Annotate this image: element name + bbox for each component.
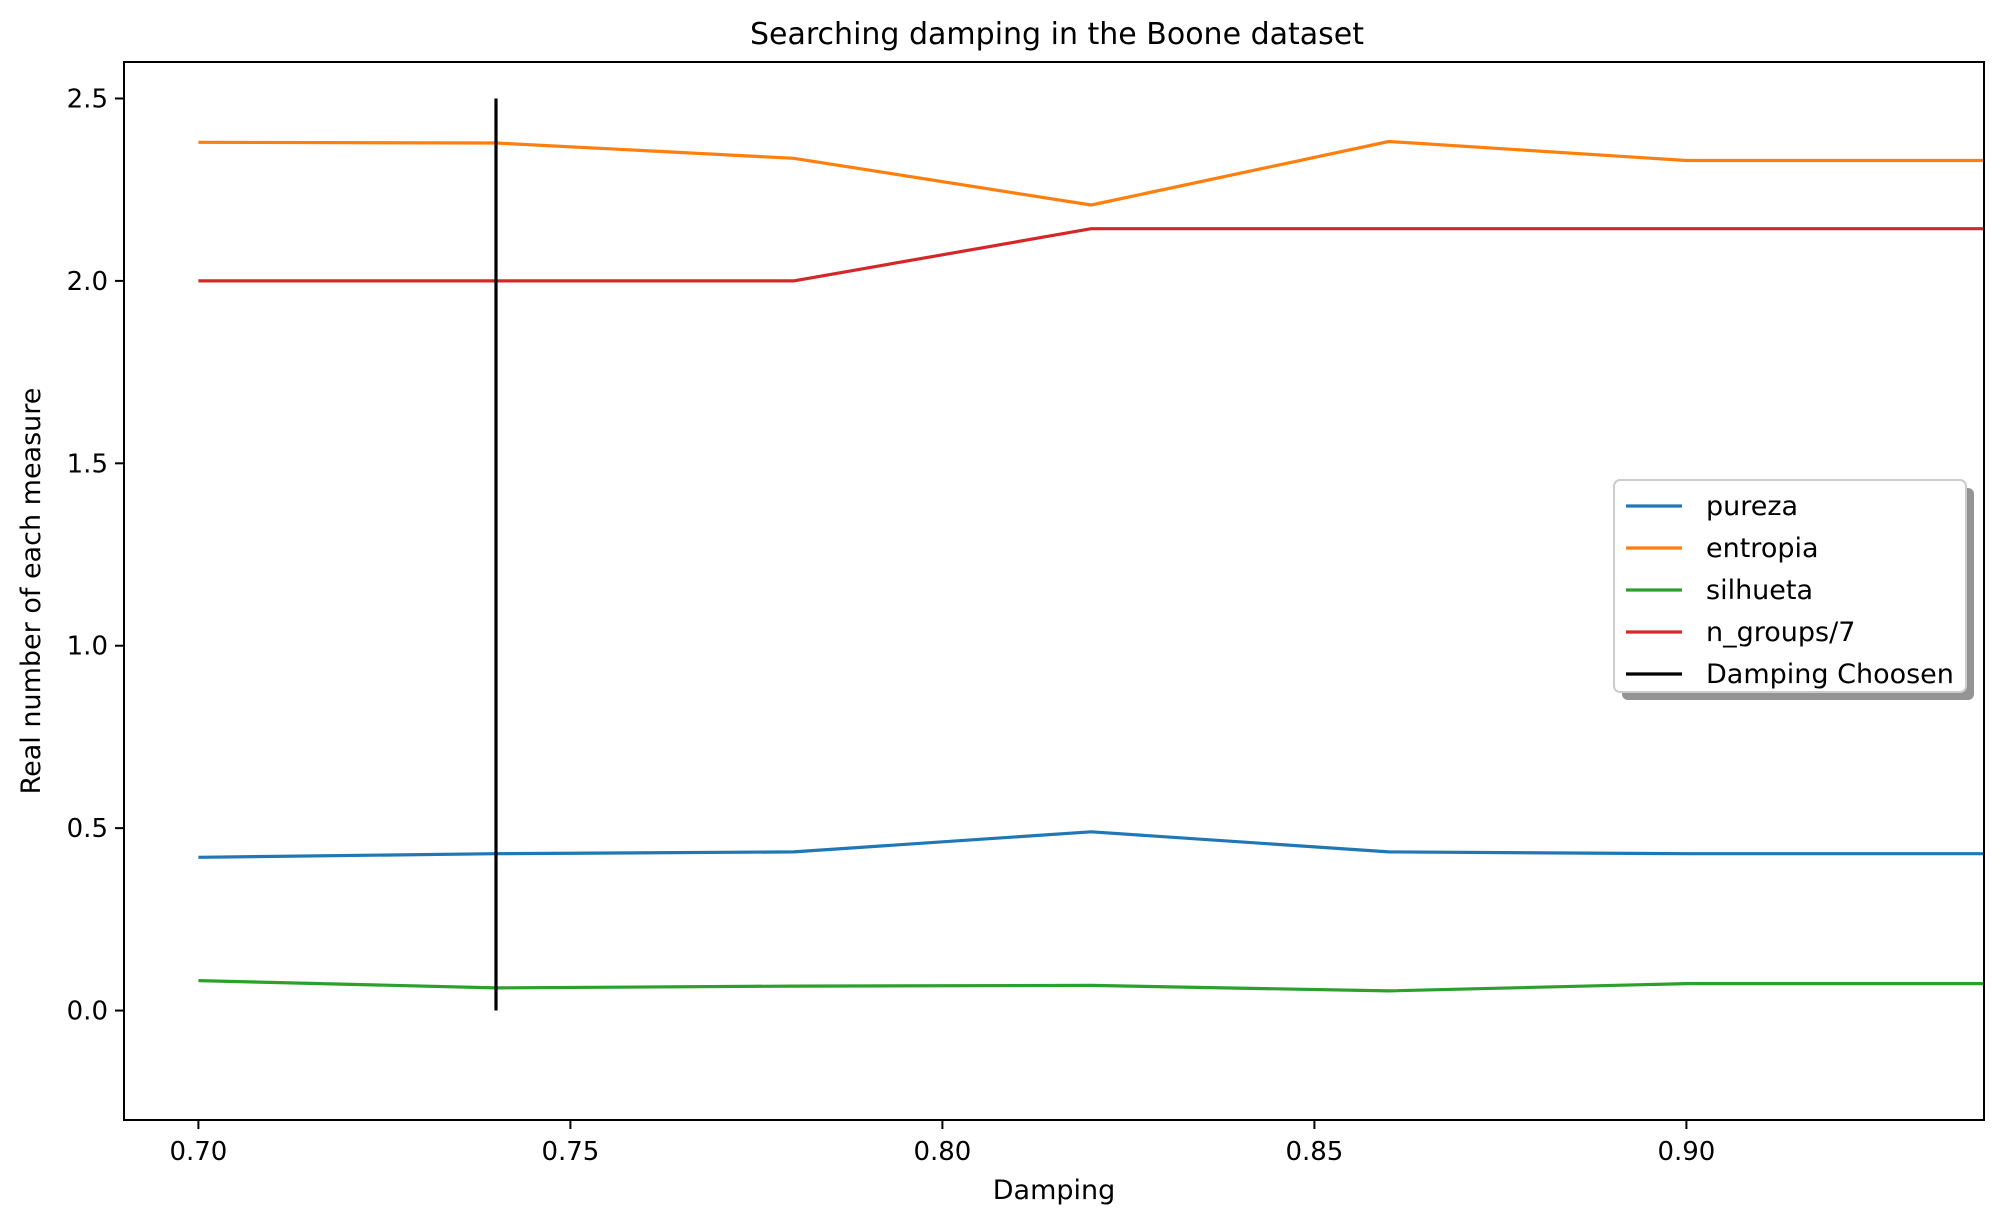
legend-label: pureza <box>1706 491 1798 522</box>
y-tick-label: 1.0 <box>67 632 108 662</box>
legend-label: entropia <box>1706 533 1819 564</box>
x-tick-label: 0.85 <box>1285 1137 1343 1167</box>
series-layer <box>198 98 1984 1011</box>
legend-box <box>1613 479 1967 693</box>
legend-label: silhueta <box>1706 575 1813 606</box>
legend: pureza entropia silhueta n_groups/7 Damping … <box>1613 479 1974 700</box>
chart-title: Searching damping in the Boone dataset <box>750 17 1364 52</box>
y-tick-label: 0.0 <box>67 997 108 1027</box>
legend-label: n_groups/7 <box>1706 617 1855 648</box>
y-axis-label: Real number of each measure <box>16 388 47 795</box>
x-tick-label: 0.70 <box>169 1137 227 1167</box>
x-tick-label: 0.75 <box>541 1137 599 1167</box>
legend-label: Damping Choosen <box>1706 659 1954 690</box>
y-axis: 0.0 0.5 1.0 1.5 2.0 2.5 <box>67 84 124 1027</box>
x-tick-label: 0.80 <box>913 1137 971 1167</box>
x-axis: 0.70 0.75 0.80 0.85 0.90 <box>169 1120 1715 1167</box>
x-tick-label: 0.90 <box>1657 1137 1715 1167</box>
y-tick-label: 2.5 <box>67 84 108 114</box>
y-tick-label: 1.5 <box>67 449 108 479</box>
plot-frame <box>123 61 1985 1121</box>
x-axis-label: Damping <box>993 1175 1116 1206</box>
y-tick-label: 2.0 <box>67 267 108 297</box>
y-tick-label: 0.5 <box>67 814 108 844</box>
